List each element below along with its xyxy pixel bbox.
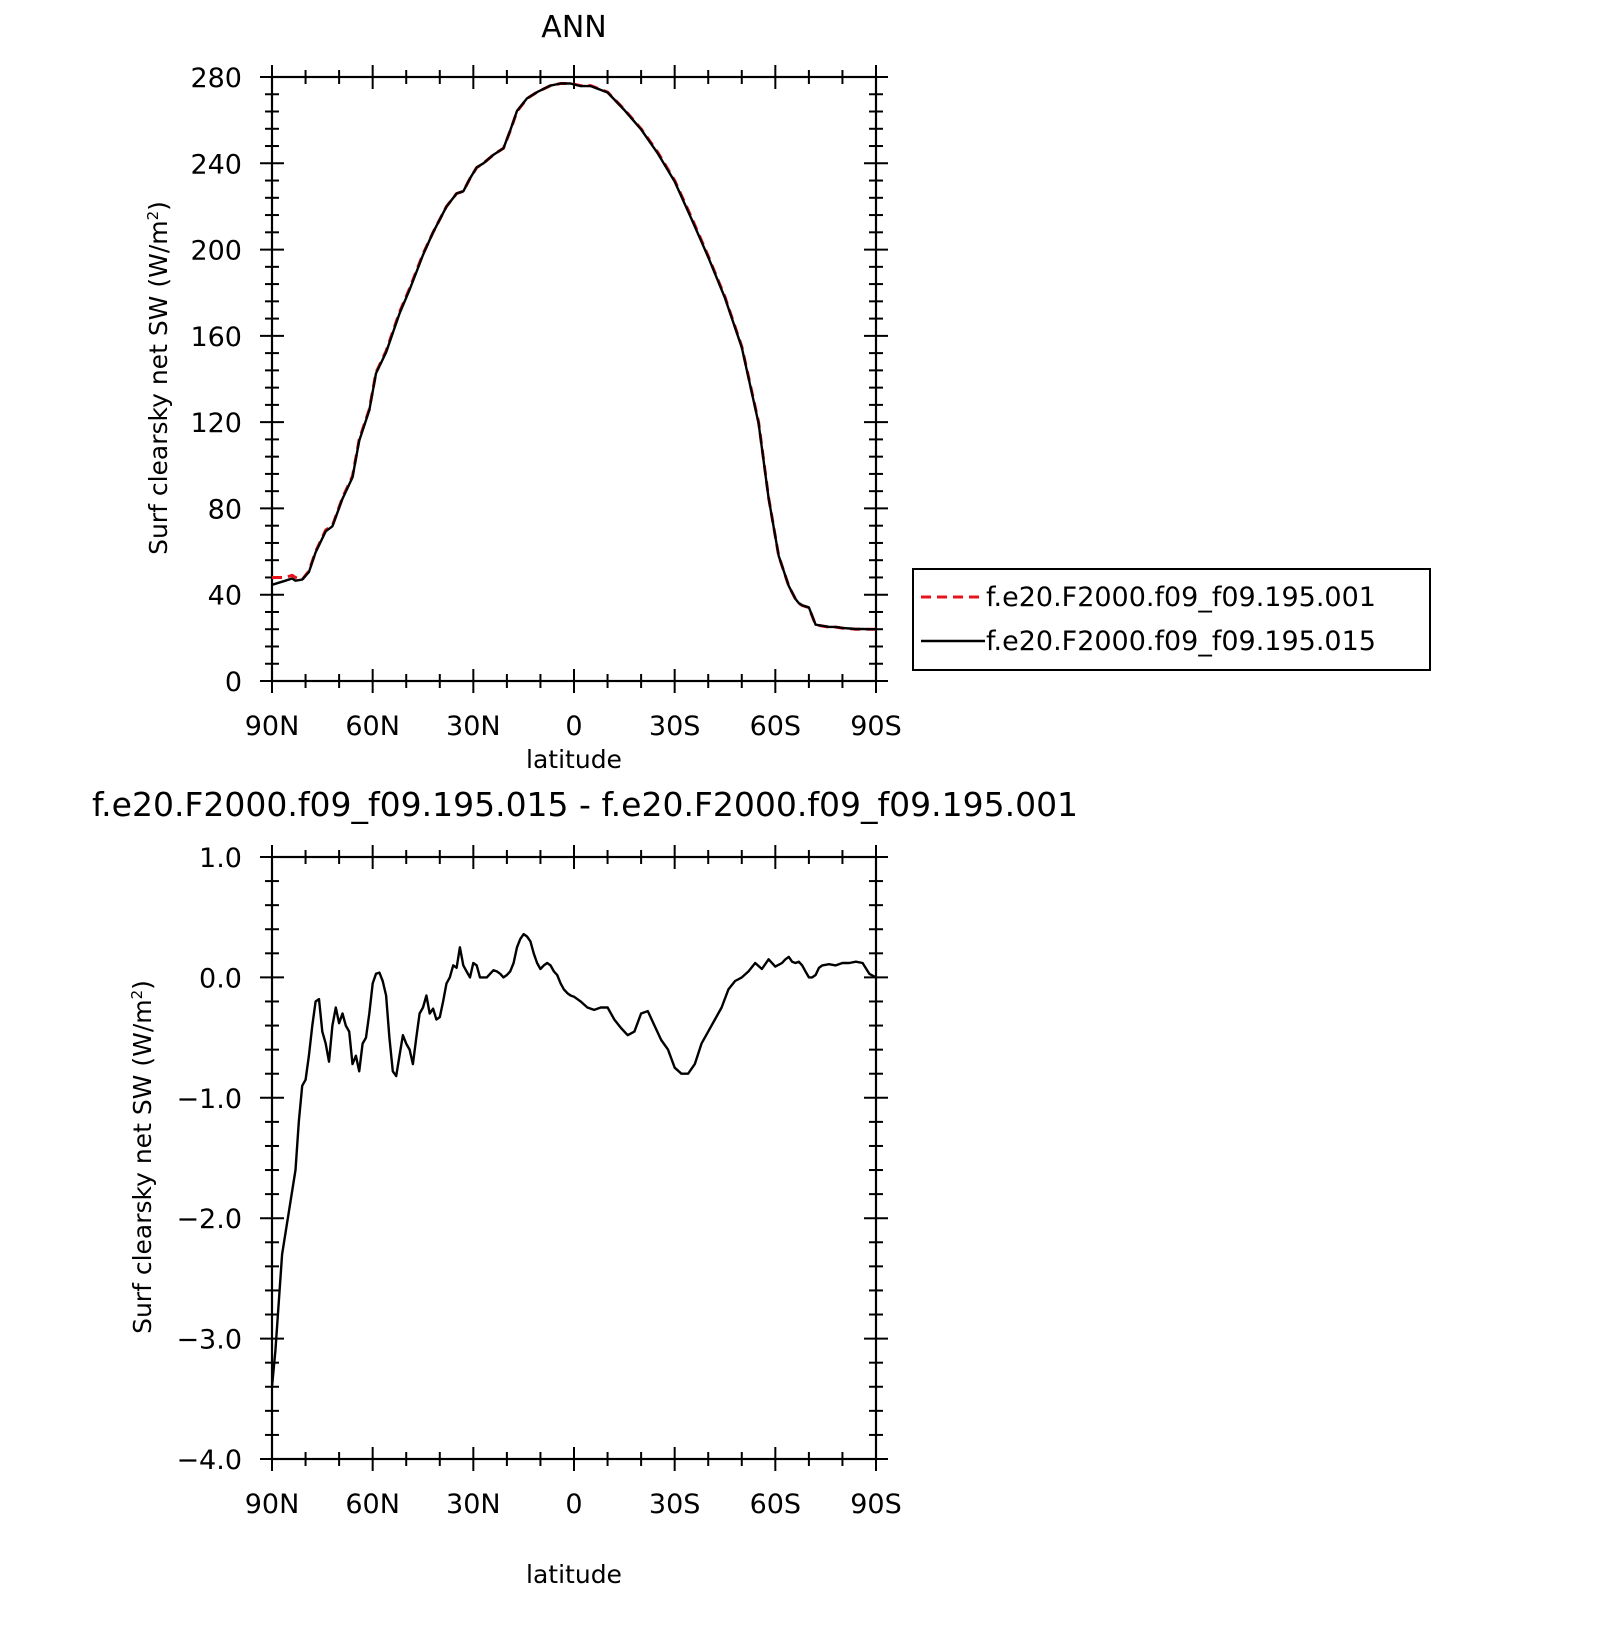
top-y-tick-label: 200 bbox=[190, 236, 242, 267]
bottom-y-axis-label-close: ) bbox=[128, 980, 157, 990]
bottom-y-tick-label: −2.0 bbox=[176, 1204, 242, 1235]
bottom-y-tick-label: 0.0 bbox=[199, 963, 242, 994]
top-series-line-1 bbox=[272, 82, 876, 631]
bottom-x-tick-label: 60N bbox=[345, 1489, 400, 1520]
bottom-y-axis-label-main: Surf clearsky net SW (W/m bbox=[128, 999, 157, 1334]
top-y-axis-label-sup: 2 bbox=[144, 211, 162, 221]
top-y-tick-label: 80 bbox=[208, 494, 242, 525]
legend: f.e20.F2000.f09_f09.195.001 f.e20.F2000.… bbox=[912, 568, 1431, 671]
top-y-tick-label: 0 bbox=[225, 667, 242, 698]
top-x-tick-label: 60S bbox=[750, 711, 802, 742]
top-plot-area: 90N 60N 30N 0 30S 60S 90S 0 40 80 120 160 200 240 280 bbox=[190, 63, 901, 742]
top-x-tick-label: 60N bbox=[345, 711, 400, 742]
bottom-x-tick-label: 30S bbox=[649, 1489, 701, 1520]
bottom-y-tick-label: 1.0 bbox=[199, 843, 242, 874]
legend-label-series-2: f.e20.F2000.f09_f09.195.015 bbox=[986, 626, 1376, 657]
top-x-axis-label: latitude bbox=[526, 745, 622, 774]
top-x-tick-label: 30S bbox=[649, 711, 701, 742]
legend-label-series-1: f.e20.F2000.f09_f09.195.001 bbox=[986, 582, 1376, 613]
top-y-axis-label-main: Surf clearsky net SW (W/m bbox=[144, 220, 173, 555]
bottom-x-tick-label: 90S bbox=[850, 1489, 902, 1520]
bottom-y-tick-label: −3.0 bbox=[176, 1325, 242, 1356]
top-x-tick-label: 90N bbox=[245, 711, 300, 742]
top-y-axis-label: Surf clearsky net SW (W/m2) bbox=[144, 201, 173, 555]
bottom-x-tick-label: 60S bbox=[750, 1489, 802, 1520]
top-x-tick-label: 90S bbox=[850, 711, 902, 742]
bottom-plot-area: 90N 60N 30N 0 30S 60S 90S 1.0 0.0 −1.0 −2.0 −3.0 −4.… bbox=[176, 843, 901, 1520]
top-plot-frame bbox=[270, 75, 878, 683]
bottom-y-tick-label: −4.0 bbox=[176, 1445, 242, 1476]
bottom-y-tick-label: −1.0 bbox=[176, 1084, 242, 1115]
top-panel: ANN 90N 60N 30N 0 30S 60S 90S 0 40 80 120 160 200 240… bbox=[144, 10, 1431, 774]
top-x-tick-label: 30N bbox=[446, 711, 501, 742]
bottom-panel: f.e20.F2000.f09_f09.195.015 - f.e20.F200… bbox=[92, 785, 1078, 1589]
top-chart-title: ANN bbox=[541, 10, 606, 45]
bottom-y-axis-label-sup: 2 bbox=[128, 990, 146, 1000]
bottom-x-axis-label: latitude bbox=[526, 1560, 622, 1589]
bottom-x-tick-label: 30N bbox=[446, 1489, 501, 1520]
top-y-tick-label: 240 bbox=[190, 149, 242, 180]
top-y-tick-label: 120 bbox=[190, 408, 242, 439]
top-series-line-2 bbox=[271, 82, 876, 631]
legend-box bbox=[912, 568, 1431, 671]
top-y-tick-label: 160 bbox=[190, 322, 242, 353]
top-y-tick-label: 40 bbox=[208, 581, 242, 612]
top-y-tick-label: 280 bbox=[190, 63, 242, 94]
bottom-chart-title: f.e20.F2000.f09_f09.195.015 - f.e20.F200… bbox=[92, 785, 1078, 824]
top-y-axis-label-close: ) bbox=[144, 201, 173, 211]
bottom-x-tick-label: 0 bbox=[565, 1489, 582, 1520]
top-x-tick-label: 0 bbox=[565, 711, 582, 742]
bottom-plot-frame bbox=[270, 855, 878, 1461]
bottom-y-axis-label: Surf clearsky net SW (W/m2) bbox=[128, 980, 157, 1334]
bottom-series-line-1 bbox=[270, 932, 877, 1387]
bottom-x-tick-label: 90N bbox=[245, 1489, 300, 1520]
